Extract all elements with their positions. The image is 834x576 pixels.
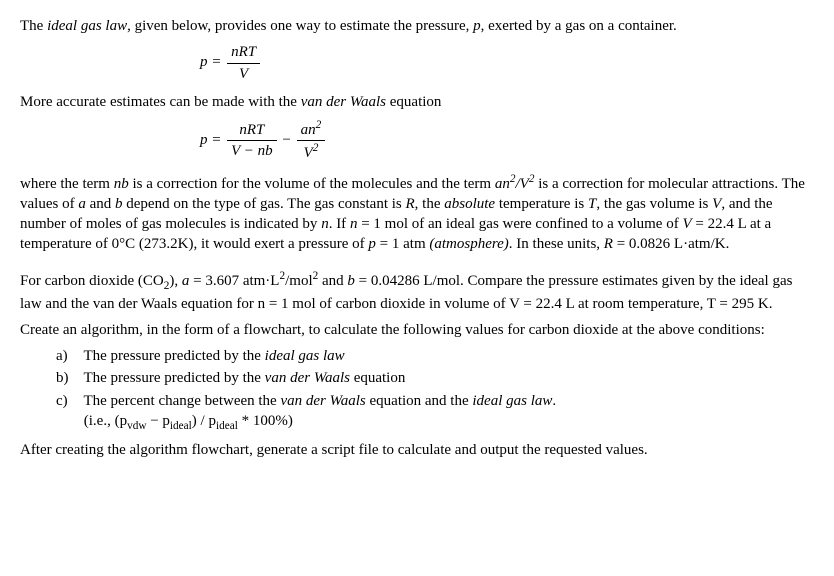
exp-t10: . If xyxy=(329,216,350,232)
co2-t3: = 3.607 atm·L xyxy=(189,273,279,289)
list-item-c: c) The percent change between the van de… xyxy=(56,391,814,434)
exp-p1: p xyxy=(368,236,376,252)
list-c-end: * 100%) xyxy=(238,413,293,429)
intro-ideal-gas-law: ideal gas law xyxy=(47,18,127,34)
exp-t15: = 0.0826 L·atm/K. xyxy=(613,236,729,252)
intro-paragraph: The ideal gas law, given below, provides… xyxy=(20,16,814,36)
intro-post: , given below, provides one way to estim… xyxy=(127,18,473,34)
co2-t5: and xyxy=(318,273,347,289)
eq2-den2-exp: 2 xyxy=(313,142,319,154)
exp-b: b xyxy=(115,196,123,212)
list-item-a: a) The pressure predicted by the ideal g… xyxy=(56,346,814,366)
exp-R: R xyxy=(406,196,415,212)
list-b-em: van der Waals xyxy=(265,370,350,386)
list-c-em2: ideal gas law xyxy=(472,393,552,409)
list-b-t1: The pressure predicted by the xyxy=(83,370,264,386)
equation-ideal-gas: p = nRT V xyxy=(200,42,814,84)
closing-text: After creating the algorithm flowchart, … xyxy=(20,442,648,458)
eq2-num2-exp: 2 xyxy=(316,119,322,131)
eq2-den1: V − nb xyxy=(227,141,277,161)
list-c-sub3: ideal xyxy=(216,420,238,432)
list-c-mid1: − p xyxy=(146,413,169,429)
exp-t13: = 1 atm xyxy=(376,236,429,252)
eq2-num2: an2 xyxy=(297,118,326,141)
list-c-mid2: ) / p xyxy=(192,413,216,429)
eq2-frac1: nRT V − nb xyxy=(227,120,277,162)
intro-end: , exerted by a gas on a container. xyxy=(481,18,677,34)
list-item-b: b) The pressure predicted by the van der… xyxy=(56,368,814,388)
exp-a: a xyxy=(78,196,86,212)
list-c-fpre: (i.e., (p xyxy=(84,413,127,429)
explanation-paragraph: where the term nb is a correction for th… xyxy=(20,172,814,255)
vdw-intro-pre: More accurate estimates can be made with… xyxy=(20,94,301,110)
eq2-num2-a: an xyxy=(301,122,316,138)
exp-abs: absolute xyxy=(444,196,495,212)
task-paragraph: Create an algorithm, in the form of a fl… xyxy=(20,320,814,340)
exp-t4: and xyxy=(86,196,115,212)
list-c-t3: . xyxy=(552,393,556,409)
list-c-t2: equation and the xyxy=(366,393,473,409)
eq2-den2: V2 xyxy=(297,141,326,163)
co2-paragraph: For carbon dioxide (CO2), a = 3.607 atm·… xyxy=(20,269,814,314)
vdw-intro-paragraph: More accurate estimates can be made with… xyxy=(20,92,814,112)
list-c-label: c) xyxy=(56,391,80,411)
co2-t1: For carbon dioxide (CO xyxy=(20,273,164,289)
equation-vdw: p = nRT V − nb − an2 V2 xyxy=(200,118,814,164)
list-b-t2: equation xyxy=(350,370,405,386)
intro-pre: The xyxy=(20,18,47,34)
list-b-label: b) xyxy=(56,368,80,388)
exp-t8: , the gas volume is xyxy=(596,196,712,212)
vdw-intro-vdw: van der Waals xyxy=(301,94,386,110)
exp-t11: = 1 mol of an ideal gas were confined to… xyxy=(357,216,682,232)
list-c-em1: van der Waals xyxy=(280,393,365,409)
eq2-minus: − xyxy=(282,132,290,148)
exp-an2v2-mid: /V xyxy=(515,176,528,192)
list-c-t1: The percent change between the xyxy=(83,393,280,409)
exp-nb: nb xyxy=(114,176,129,192)
list-a-em: ideal gas law xyxy=(265,348,345,364)
task-list: a) The pressure predicted by the ideal g… xyxy=(56,346,814,434)
co2-t4: /mol xyxy=(285,273,313,289)
exp-t2: is a correction for the volume of the mo… xyxy=(129,176,495,192)
list-c-sub2: ideal xyxy=(170,420,192,432)
list-a-t1: The pressure predicted by the xyxy=(83,348,264,364)
eq1-fraction: nRT V xyxy=(227,42,260,84)
list-a-label: a) xyxy=(56,346,80,366)
exp-an2v2: an2/V2 xyxy=(495,176,535,192)
exp-atm: (atmosphere) xyxy=(429,236,508,252)
exp-V1: V xyxy=(682,216,691,232)
exp-t1: where the term xyxy=(20,176,114,192)
eq1-num: nRT xyxy=(227,42,260,63)
exp-t5: depend on the type of gas. The gas const… xyxy=(123,196,406,212)
co2-b: b xyxy=(347,273,355,289)
exp-n: n xyxy=(321,216,329,232)
eq2-lhs: p = xyxy=(200,132,221,148)
exp-an2v2-a: an xyxy=(495,176,510,192)
list-c-sub1: vdw xyxy=(127,420,146,432)
eq2-frac2: an2 V2 xyxy=(297,118,326,164)
eq2-den2-a: V xyxy=(304,145,313,161)
exp-t14: . In these units, xyxy=(509,236,604,252)
exp-t7: temperature is xyxy=(495,196,588,212)
exp-t6: , the xyxy=(415,196,445,212)
co2-t2: ), xyxy=(169,273,182,289)
task-t1: Create an algorithm, in the form of a fl… xyxy=(20,322,765,338)
intro-p-var: p xyxy=(473,18,481,34)
eq1-den: V xyxy=(227,64,260,84)
exp-V: V xyxy=(712,196,721,212)
eq1-lhs: p = xyxy=(200,54,221,70)
eq2-num1: nRT xyxy=(227,120,277,141)
closing-paragraph: After creating the algorithm flowchart, … xyxy=(20,440,814,460)
vdw-intro-post: equation xyxy=(386,94,441,110)
exp-R2: R xyxy=(604,236,613,252)
